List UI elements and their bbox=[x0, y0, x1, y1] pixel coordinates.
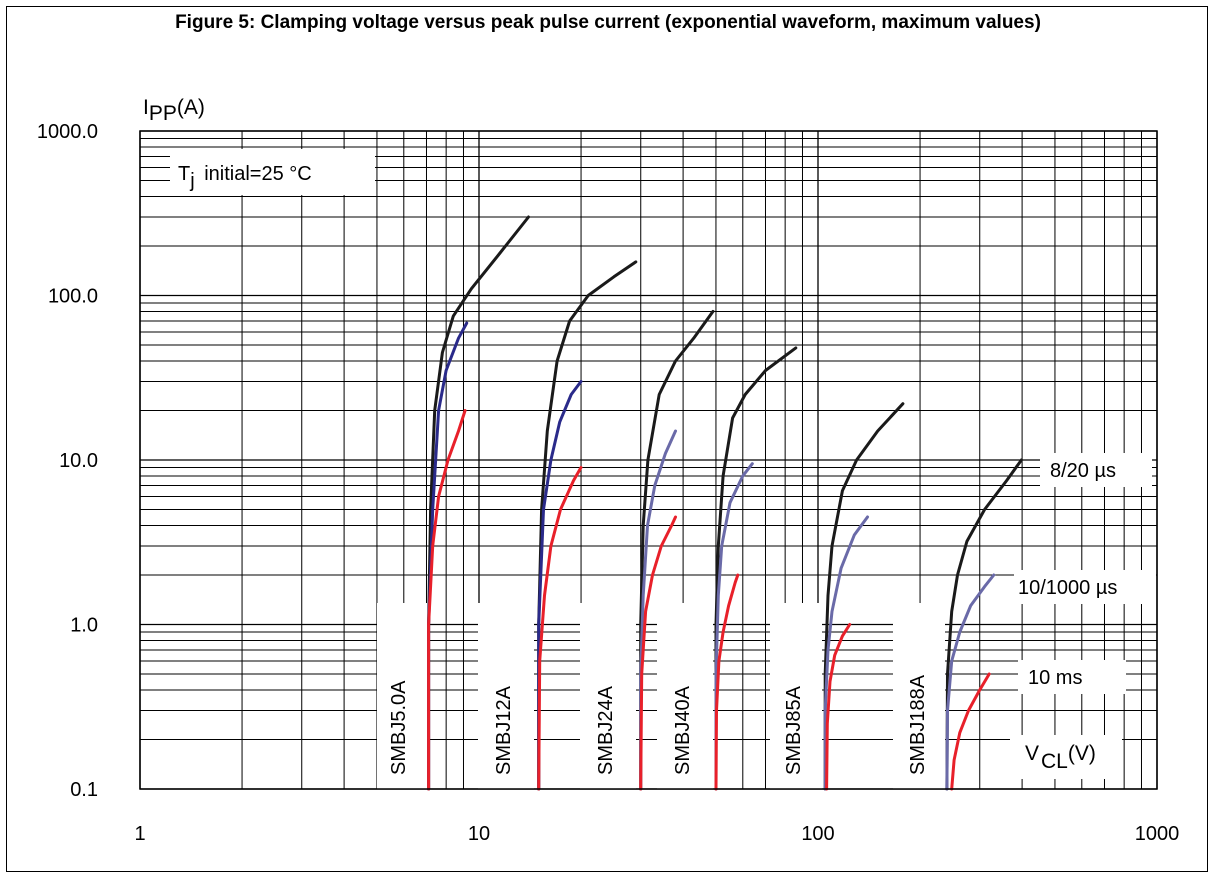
device-label-box bbox=[657, 603, 713, 789]
device-label-box bbox=[580, 603, 636, 789]
curve-line bbox=[823, 402, 905, 791]
curve-line bbox=[825, 623, 852, 791]
device-label: SMBJ85A bbox=[783, 685, 805, 775]
device-label: SMBJ5.0A bbox=[388, 680, 410, 775]
device-label: SMBJ40A bbox=[672, 685, 694, 775]
curve-line bbox=[427, 409, 467, 791]
device-label-box bbox=[478, 603, 534, 789]
curve-line bbox=[714, 462, 754, 791]
label-boxes bbox=[170, 149, 1156, 789]
y-tick-label: 1000.0 bbox=[37, 121, 98, 143]
y-tick-label: 10.0 bbox=[59, 450, 98, 472]
axis-label-box bbox=[1010, 735, 1122, 779]
device-label-box bbox=[377, 603, 427, 789]
device-label: SMBJ24A bbox=[595, 685, 617, 775]
waveform-label-box bbox=[1018, 660, 1126, 694]
x-axis-label: VCL(V) bbox=[1025, 742, 1096, 773]
y-tick-label: 0.1 bbox=[70, 779, 98, 801]
x-tick-label: 10 bbox=[468, 823, 490, 845]
temperature-annotation: Tj initial=25 °C bbox=[178, 163, 312, 192]
curve-line bbox=[950, 672, 991, 791]
waveform-label-box bbox=[1040, 453, 1152, 487]
y-tick-label: 1.0 bbox=[70, 615, 98, 637]
device-label: SMBJ188A bbox=[907, 674, 929, 775]
curve-line bbox=[945, 573, 996, 791]
curve-line bbox=[714, 573, 740, 791]
figure-title: Figure 5: Clamping voltage versus peak p… bbox=[175, 12, 1041, 33]
x-tick-label: 100 bbox=[801, 823, 834, 845]
device-label-box bbox=[893, 603, 945, 789]
y-tick-label: 100.0 bbox=[48, 286, 98, 308]
waveform-label: 8/20 µs bbox=[1050, 460, 1116, 482]
waveform-label-box bbox=[1014, 570, 1156, 604]
curve-line bbox=[945, 458, 1023, 791]
curve-line bbox=[537, 380, 583, 791]
curve-line bbox=[639, 515, 677, 791]
device-label-box bbox=[770, 603, 822, 789]
x-tick-label: 1000 bbox=[1135, 823, 1180, 845]
curve-line bbox=[823, 515, 869, 791]
curves bbox=[427, 215, 1023, 791]
plot-border bbox=[139, 130, 1158, 790]
device-label: SMBJ12A bbox=[493, 685, 515, 775]
x-tick-label: 1 bbox=[134, 823, 145, 845]
waveform-label: 10 ms bbox=[1028, 667, 1082, 689]
curve-line bbox=[639, 309, 715, 791]
waveform-label: 10/1000 µs bbox=[1018, 577, 1117, 599]
texts: 0.1 1.0 10.0 100.0 1000.0 1 10 100 1000 IPP(A) VCL… bbox=[37, 96, 1179, 845]
curve-line bbox=[537, 466, 583, 791]
y-axis-label: IPP(A) bbox=[143, 96, 205, 125]
curve-line bbox=[427, 321, 469, 791]
annotation-box bbox=[170, 149, 375, 195]
